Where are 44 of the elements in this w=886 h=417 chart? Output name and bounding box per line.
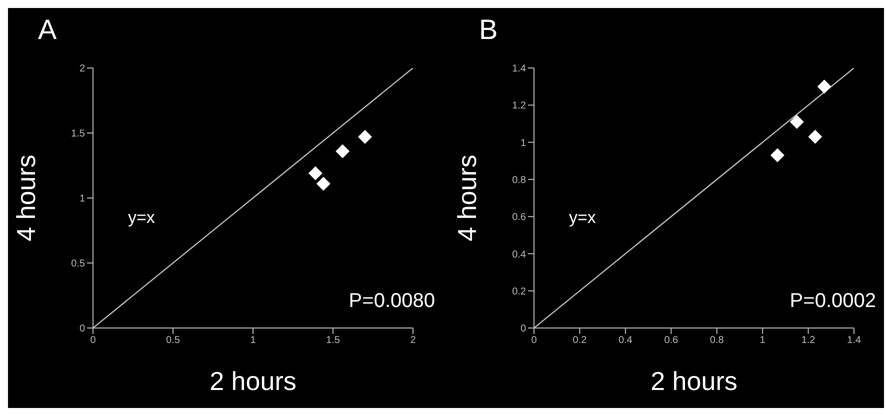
point — [358, 130, 372, 144]
point — [808, 130, 822, 144]
annotation: y=x — [128, 208, 155, 228]
point — [336, 144, 350, 158]
x-tick-label: 0.8 — [710, 335, 724, 346]
x-tick-label: 0.5 — [166, 335, 180, 346]
chart-title: A — [38, 14, 57, 46]
annotation: P=0.0080 — [348, 290, 435, 313]
chart-title: B — [479, 14, 498, 46]
x-axis-title: 2 hours — [210, 366, 296, 396]
y-tick-label: 1 — [79, 194, 86, 205]
x-tick-label: 1.4 — [847, 335, 862, 346]
annotation: y=x — [569, 208, 596, 228]
y-tick-label: 0 — [520, 324, 526, 335]
y-tick-label: 0 — [79, 324, 86, 335]
x-tick-label: 0.6 — [664, 335, 679, 346]
x-tick-label: 1 — [250, 335, 256, 346]
x-tick-label: 1.2 — [801, 335, 816, 346]
y-tick-label: 0.6 — [512, 212, 526, 224]
annotation: P=0.0002 — [790, 290, 876, 313]
point — [770, 148, 784, 162]
y-tick-label: 1.4 — [512, 64, 526, 75]
y-tick-label: 2 — [79, 64, 86, 75]
point — [308, 166, 322, 180]
x-tick-label: 1.5 — [326, 335, 340, 346]
y-axis-title: 4 hours — [11, 154, 42, 242]
y-axis-title: 4 hours — [452, 154, 482, 242]
x-tick-label: 0 — [531, 335, 538, 346]
y-tick-label: 0.5 — [71, 258, 86, 270]
x-axis-title: 2 hours — [650, 366, 738, 396]
y-tick-label: 1.5 — [71, 128, 86, 140]
point — [817, 80, 832, 94]
y-tick-label: 0.4 — [512, 249, 526, 260]
y-tick-label: 0.8 — [512, 174, 526, 186]
y-tick-label: 1.2 — [512, 100, 526, 112]
x-tick-label: 0.4 — [618, 335, 633, 346]
point — [790, 114, 804, 129]
y-tick-label: 0.2 — [512, 286, 526, 298]
x-tick-label: 2 — [410, 335, 416, 346]
y-tick-label: 1 — [520, 138, 526, 149]
x-tick-label: 0 — [90, 335, 96, 346]
x-tick-label: 1 — [760, 335, 766, 346]
point — [316, 176, 330, 191]
x-tick-label: 0.2 — [572, 335, 588, 346]
